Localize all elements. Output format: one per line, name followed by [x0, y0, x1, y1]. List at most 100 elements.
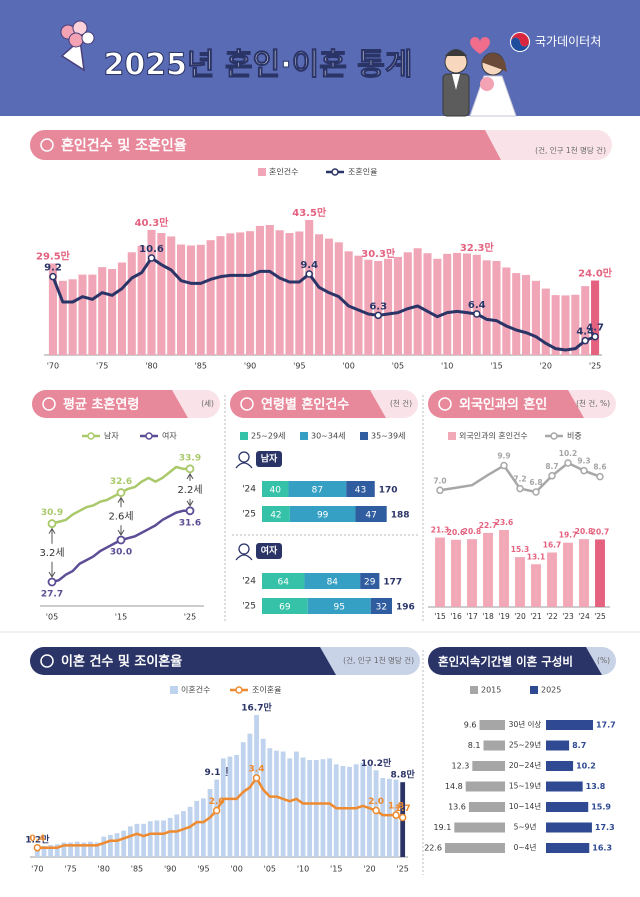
bar-value-label: 9.6: [464, 721, 477, 730]
total-label: 170: [379, 486, 398, 496]
legend-label: 30~34세: [311, 432, 345, 441]
line-point: [33, 843, 42, 852]
line-value-label: 9.4: [300, 260, 318, 271]
bar: [88, 274, 97, 355]
bar: [465, 781, 505, 792]
segment-value-label: 40: [270, 486, 282, 496]
bar: [246, 231, 255, 355]
bar: [274, 750, 279, 857]
legend-swatch: [87, 432, 95, 440]
bar: [108, 834, 113, 857]
line-value-label: 2.0: [368, 797, 384, 807]
segment-value-label: 32: [376, 603, 387, 613]
x-tick-label: '70: [47, 362, 59, 371]
bar: [114, 833, 120, 857]
x-tick-label: '21: [530, 612, 542, 621]
title-icon: [40, 138, 54, 152]
x-tick-label: '25: [589, 362, 601, 371]
line-point: [580, 466, 588, 475]
total-label: 196: [396, 603, 415, 613]
bar: [61, 842, 67, 857]
legend-label: 비중: [567, 432, 582, 441]
bar: [186, 245, 195, 355]
bar: [546, 740, 570, 751]
bar: [48, 845, 53, 857]
line-point: [47, 519, 57, 528]
x-tick-label: '90: [244, 362, 256, 371]
line-point: [116, 535, 126, 545]
bar: [347, 766, 352, 857]
point-value-label: 32.6: [110, 477, 132, 487]
bar-value-label: 16.7만: [241, 702, 272, 714]
bar: [512, 273, 521, 355]
bar: [260, 738, 266, 857]
legend-label: 혼인건수: [269, 167, 298, 177]
legend-label: 조혼인율: [348, 167, 377, 177]
bar: [454, 822, 505, 833]
bar: [94, 842, 100, 857]
bar: [445, 843, 505, 853]
point-value-label: 27.7: [41, 590, 63, 600]
bar-value-label: 9.1만: [205, 766, 230, 778]
bar: [340, 766, 346, 857]
page-title: 2025년 혼인·이혼 통계: [104, 48, 413, 83]
legend-swatch: [470, 686, 478, 694]
annotation: 2.6세: [108, 510, 133, 522]
bar: [154, 820, 160, 857]
bar: [121, 830, 127, 857]
bar: [167, 817, 173, 857]
line: [51, 256, 596, 352]
legend-label: 남자: [104, 432, 119, 441]
bar-value-label: 30.3만: [361, 247, 396, 260]
bar: [453, 252, 462, 355]
bar-value-label: 8.1: [468, 741, 481, 750]
x-tick-label: '17: [466, 612, 478, 621]
bouquet-icon: [60, 20, 95, 72]
bar-segment: [289, 506, 356, 522]
bar: [413, 248, 422, 355]
bar-value-label: 23.6: [495, 518, 514, 527]
line-value-label: 6.3: [369, 301, 387, 312]
bar: [468, 802, 505, 812]
bar-segment: [262, 573, 305, 589]
bar: [81, 842, 87, 857]
bar: [313, 760, 319, 857]
legend-label: 외국인과의 혼인건수: [459, 431, 528, 441]
line-point: [372, 806, 380, 815]
bar-value-label: 8.7: [572, 741, 586, 750]
couple-illustration: [442, 37, 517, 117]
bar: [98, 267, 107, 355]
legend-swatch: [235, 686, 243, 694]
group-label: 여자: [261, 545, 278, 557]
segment-value-label: 47: [365, 511, 376, 521]
bar: [531, 564, 541, 607]
bar: [333, 764, 339, 857]
x-tick-label: '15: [330, 865, 342, 874]
title-bar: [428, 647, 602, 675]
bar: [561, 295, 570, 355]
title-icon: [240, 397, 254, 411]
x-tick-label: '80: [145, 362, 157, 371]
bar: [443, 253, 452, 355]
x-tick-label: '15: [490, 362, 502, 371]
line-point: [596, 472, 604, 481]
bar: [147, 821, 153, 857]
segment-value-label: 64: [277, 578, 289, 588]
x-tick-label: '75: [96, 362, 108, 371]
bar: [472, 761, 505, 771]
line-point: [185, 506, 195, 516]
x-tick-label: '25: [396, 865, 408, 874]
unit-note: (%): [597, 656, 610, 665]
bar: [547, 552, 557, 607]
org-emblem: [510, 32, 530, 52]
bar-value-label: 10.2만: [361, 757, 392, 769]
row-label: '24: [242, 577, 256, 587]
legend-swatch: [300, 432, 308, 440]
group-label: 남자: [261, 453, 278, 465]
x-tick-label: '95: [197, 865, 209, 874]
bar: [247, 733, 253, 857]
bar: [294, 751, 299, 857]
title-bar: [30, 647, 336, 675]
title-icon: [42, 397, 56, 411]
bar-value-label: 24.0만: [578, 267, 613, 280]
